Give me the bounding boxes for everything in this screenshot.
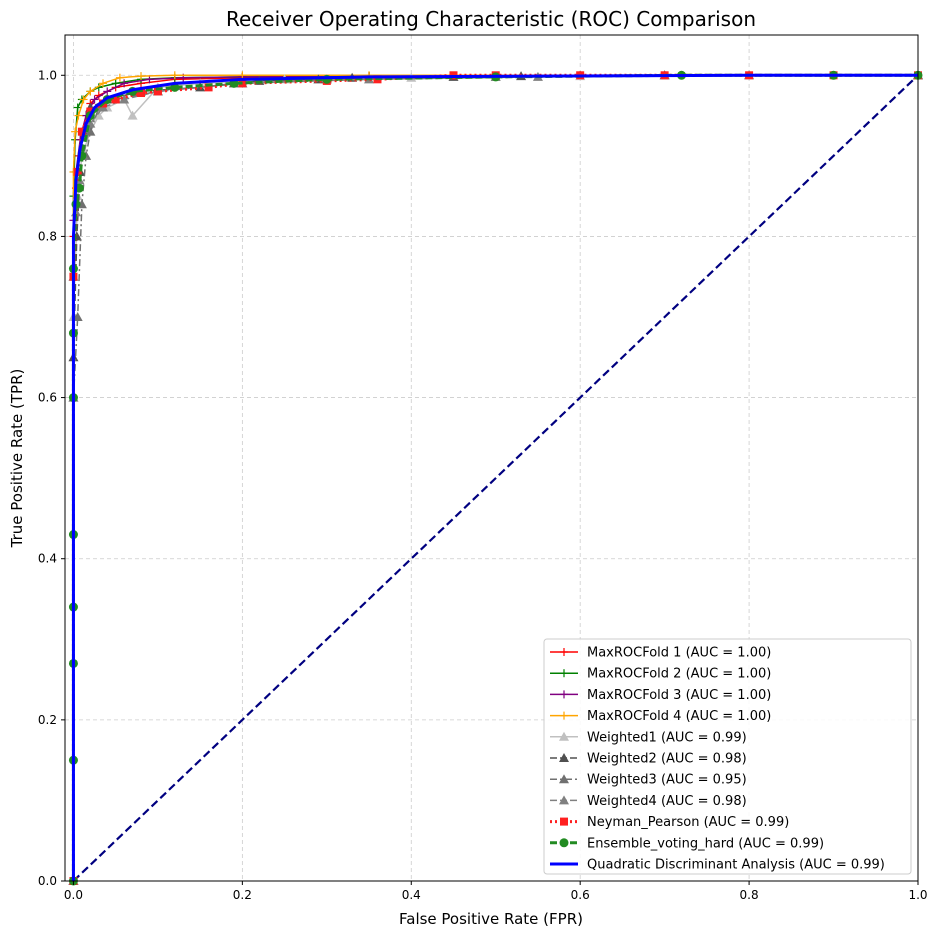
y-tick-label-1: 0.2	[38, 713, 57, 727]
y-tick-label-5: 1.0	[38, 68, 57, 82]
legend-marker-3	[560, 711, 568, 720]
series-8-point-8	[153, 87, 162, 96]
series-2-point-7	[120, 79, 129, 88]
series-7-point-7	[119, 94, 130, 104]
series-10	[71, 73, 918, 881]
series-3-point-8	[137, 72, 146, 81]
series-3-point-7	[115, 73, 124, 82]
y-axis-label: True Positive Rate (TPR)	[8, 369, 26, 549]
legend-marker-2	[560, 690, 568, 699]
reference-line-layer	[72, 74, 919, 882]
legend-label-10: Quadratic Discriminant Analysis (AUC = 0…	[587, 858, 885, 873]
chart-title: Receiver Operating Characteristic (ROC) …	[226, 7, 756, 31]
y-tick-label-3: 0.6	[38, 391, 57, 405]
series-3-point-9	[170, 71, 179, 80]
series-1-point-7	[111, 79, 120, 88]
series-8-point-6	[111, 95, 120, 104]
series-4-point-5	[93, 110, 104, 120]
legend-label-8: Neyman_Pearson (AUC = 0.99)	[587, 815, 789, 830]
series-6-point-5	[85, 126, 96, 136]
x-axis-label: False Positive Rate (FPR)	[399, 910, 583, 928]
y-tick-label-0: 0.0	[38, 874, 57, 888]
legend-label-5: Weighted2 (AUC = 0.98)	[587, 752, 747, 767]
series-3-point-5	[86, 87, 95, 96]
legend-marker-1	[560, 669, 568, 678]
series-4-point-8	[127, 110, 138, 120]
series-line-10	[71, 73, 918, 881]
series-2-point-5	[90, 95, 99, 104]
legend-marker-5	[559, 753, 569, 762]
series-3-point-4	[79, 95, 88, 104]
x-tick-label-4: 0.8	[740, 888, 759, 902]
legend-label-9: Ensemble_voting_hard (AUC = 0.99)	[587, 836, 824, 851]
legend-label-6: Weighted3 (AUC = 0.95)	[587, 773, 747, 788]
y-tick-label-2: 0.4	[38, 552, 57, 566]
legend: MaxROCFold 1 (AUC = 1.00) MaxROCFold 2 (A…	[543, 638, 912, 875]
legend-label-0: MaxROCFold 1 (AUC = 1.00)	[587, 646, 771, 661]
x-tick-label-0: 0.0	[64, 888, 83, 902]
series-3-point-3	[74, 111, 83, 120]
ticks: 0.0 0.2 0.4 0.6 0.8 1.0 0.0 0.2 0.4 0.6 0.8 1.0	[38, 68, 928, 902]
legend-frame	[543, 638, 912, 875]
legend-label-4: Weighted1 (AUC = 0.99)	[587, 730, 747, 745]
series-3-point-2	[71, 127, 80, 136]
y-tick-label-4: 0.8	[38, 229, 57, 243]
legend-marker-9	[559, 838, 569, 848]
series-8-point-9	[204, 83, 213, 92]
reference-diagonal	[72, 74, 919, 882]
legend-label-2: MaxROCFold 3 (AUC = 1.00)	[587, 688, 771, 703]
x-tick-label-1: 0.2	[233, 888, 252, 902]
legend-marker-8	[560, 817, 568, 826]
x-tick-label-3: 0.6	[571, 888, 590, 902]
plot-area-frame	[64, 34, 919, 882]
legend-label-3: MaxROCFold 4 (AUC = 1.00)	[587, 709, 771, 724]
x-tick-label-5: 1.0	[908, 888, 927, 902]
series-8-point-3	[77, 127, 86, 136]
legend-marker-4	[559, 731, 569, 741]
x-tick-label-2: 0.4	[402, 888, 421, 902]
legend-label-7: Weighted4 (AUC = 0.98)	[587, 794, 747, 809]
series-6-point-2	[72, 312, 83, 321]
legend-label-1: MaxROCFold 2 (AUC = 1.00)	[587, 667, 771, 682]
series-8-point-7	[137, 89, 146, 98]
legend-marker-7	[559, 795, 569, 805]
series-3-point-6	[99, 79, 108, 88]
legend-marker-6	[559, 774, 569, 784]
series-2-point-8	[145, 75, 154, 84]
legend-marker-0	[560, 648, 568, 656]
series-2-point-6	[103, 87, 112, 96]
